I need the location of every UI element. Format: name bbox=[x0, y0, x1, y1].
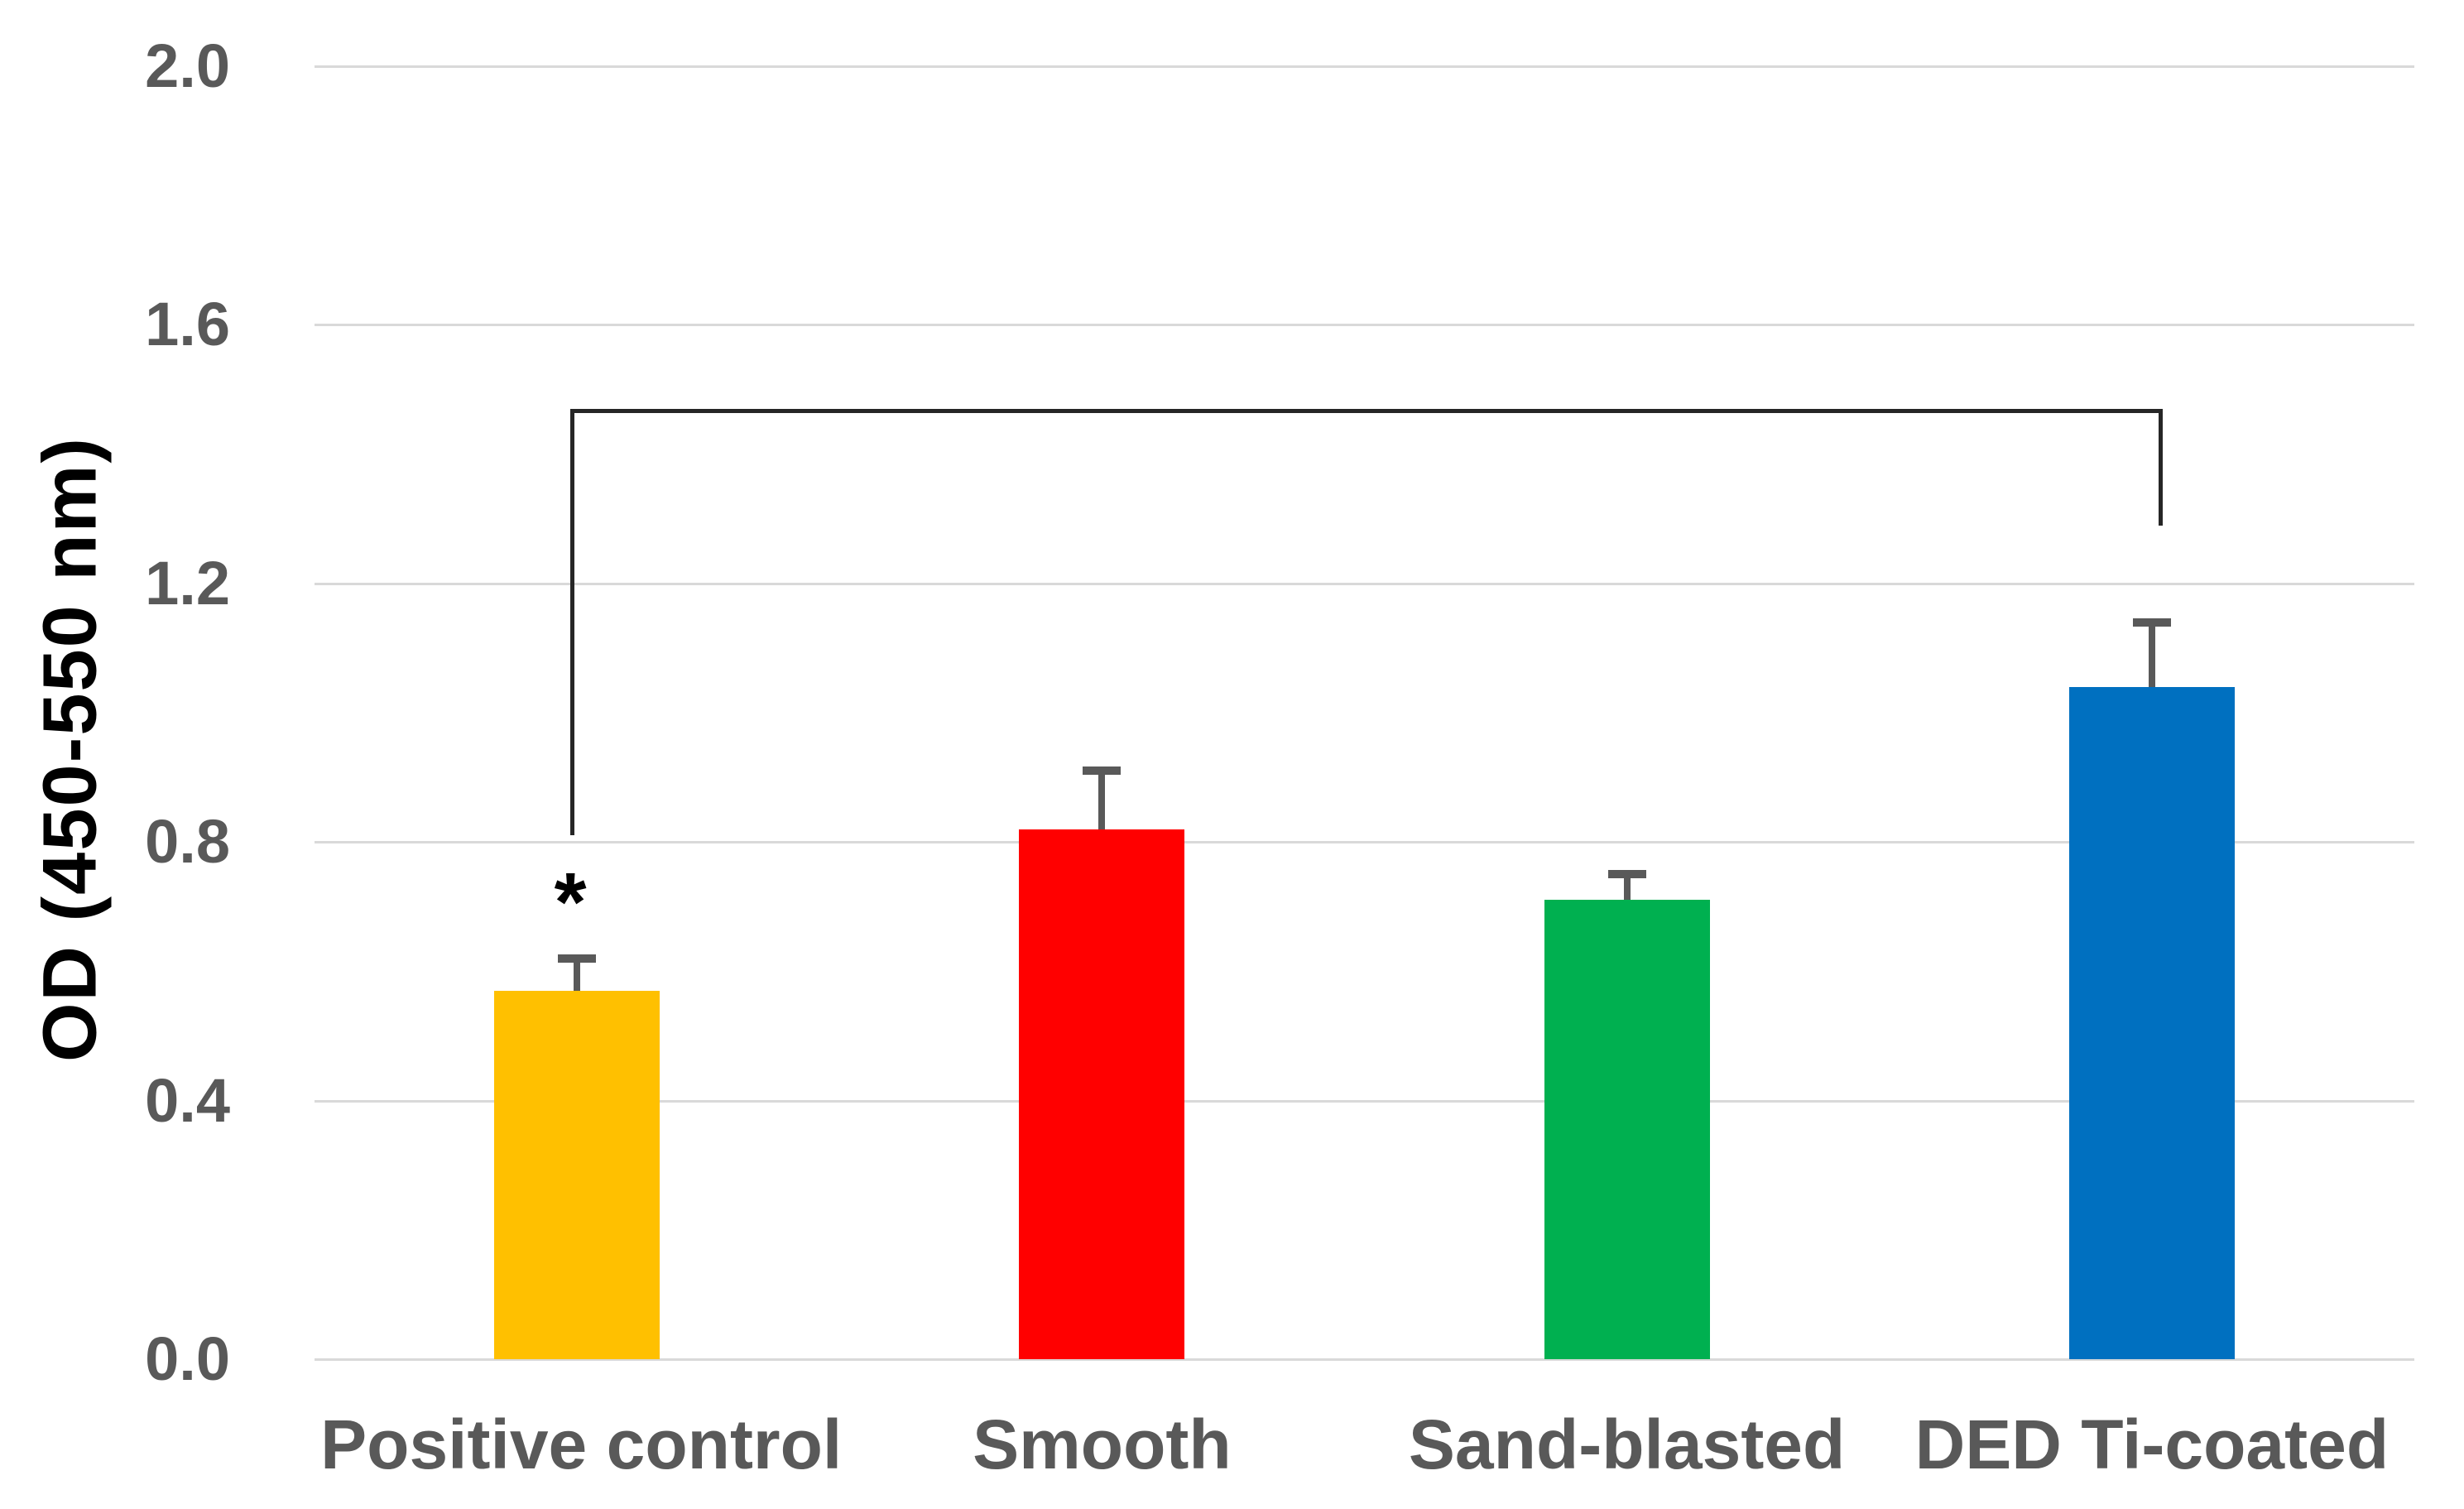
gridline-0.0 bbox=[315, 1358, 2414, 1361]
bar-sand-blasted bbox=[1544, 900, 1710, 1359]
y-tick-label-0.4: 0.4 bbox=[145, 1065, 230, 1135]
gridline-0.4 bbox=[315, 1099, 2414, 1103]
error-bar-stem-sand-blasted bbox=[1623, 874, 1631, 901]
bar-ded-ti-coated bbox=[2068, 686, 2235, 1359]
error-bar-cap-sand-blasted bbox=[1607, 870, 1646, 879]
error-bar-cap-positive-control bbox=[558, 954, 597, 963]
error-bar-stem-positive-control bbox=[574, 958, 581, 991]
bracket-horizontal-line bbox=[570, 408, 2163, 413]
category-label-sand-blasted: Sand-blasted bbox=[1408, 1406, 1846, 1483]
error-bar-cap-ded-ti-coated bbox=[2132, 618, 2171, 627]
category-label-ded-ti-coated: DED Ti-coated bbox=[1914, 1406, 2390, 1483]
y-axis-title: OD (450-550 nm) bbox=[27, 435, 113, 1063]
error-bar-cap-smooth bbox=[1083, 767, 1122, 776]
gridline-0.8 bbox=[315, 841, 2414, 844]
bracket-left-leg bbox=[570, 408, 575, 836]
bar-smooth bbox=[1019, 829, 1185, 1359]
gridline-1.2 bbox=[315, 582, 2414, 585]
bracket-right-leg bbox=[2158, 408, 2163, 526]
category-label-smooth: Smooth bbox=[973, 1406, 1232, 1483]
error-bar-stem-ded-ti-coated bbox=[2148, 622, 2155, 687]
y-tick-label-0.0: 0.0 bbox=[145, 1324, 230, 1393]
error-bar-stem-smooth bbox=[1098, 771, 1106, 829]
y-tick-label-1.6: 1.6 bbox=[145, 290, 230, 359]
y-tick-label-0.8: 0.8 bbox=[145, 807, 230, 877]
y-tick-label-1.2: 1.2 bbox=[145, 548, 230, 618]
y-tick-label-2.0: 2.0 bbox=[145, 31, 230, 100]
bar-positive-control bbox=[494, 990, 660, 1359]
gridline-2.0 bbox=[315, 65, 2414, 68]
category-label-positive-control: Positive control bbox=[320, 1406, 843, 1483]
significance-asterisk: * bbox=[554, 855, 587, 949]
gridline-1.6 bbox=[315, 324, 2414, 327]
